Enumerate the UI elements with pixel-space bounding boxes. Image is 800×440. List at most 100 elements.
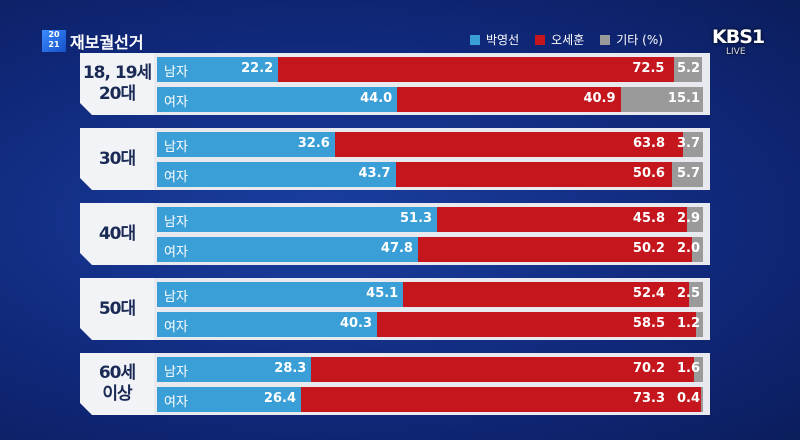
data-label: 2.9: [676, 211, 700, 226]
age-group-label-line: 40대: [98, 223, 136, 244]
bar-row: 26.4 73.3 0.4 여자: [157, 387, 703, 412]
bar-segment-기타 (%): [696, 312, 703, 337]
gender-label: 여자: [164, 95, 188, 110]
data-label: 15.1: [667, 91, 700, 106]
bar-segment-오세훈: 73.3: [301, 387, 701, 412]
bar-segment-박영선: 45.1: [157, 282, 404, 307]
data-label: 3.7: [676, 136, 700, 151]
bar-segment-오세훈: 58.5: [377, 312, 697, 337]
data-label: 40.3: [339, 316, 373, 331]
bar-segment-오세훈: 50.2: [417, 237, 693, 262]
age-group-label: 18, 19세 20대: [80, 53, 154, 115]
data-label: 70.2: [632, 361, 666, 376]
gender-label: 여자: [164, 245, 188, 260]
age-group: 18, 19세 20대 22.2 72.5 5.2 남자 44.0 40.9 15.1 여자: [80, 53, 710, 115]
bar-row: 43.7 50.6 5.7 여자: [157, 162, 703, 187]
bar-segment-오세훈: 70.2: [311, 357, 695, 382]
page-title: 재보궐선거: [70, 33, 144, 52]
data-label: 1.6: [676, 361, 700, 376]
bar-row: 28.3 70.2 1.6 남자: [157, 357, 703, 382]
legend-swatch: [470, 35, 480, 45]
age-group-label-line: 20대: [98, 84, 136, 104]
data-label: 47.8: [380, 241, 413, 256]
legend-swatch: [535, 35, 546, 45]
bar-row: 51.3 45.8 2.9 남자: [157, 207, 703, 232]
gender-label: 여자: [164, 395, 188, 410]
age-group: 60세 이상 28.3 70.2 1.6 남자 26.4 73.3 0.4 여자: [80, 353, 710, 415]
data-label: 40.9: [583, 91, 616, 106]
gender-label: 여자: [164, 320, 188, 335]
bar-segment-오세훈: 50.6: [395, 162, 672, 187]
bar-segment-기타 (%): [700, 387, 703, 412]
gender-label: 남자: [164, 290, 188, 305]
data-label: 43.7: [358, 166, 391, 181]
data-label: 63.8: [632, 136, 666, 151]
age-group-label: 50대: [80, 278, 154, 340]
age-group: 40대 51.3 45.8 2.9 남자 47.8 50.2 2.0 여자: [80, 203, 710, 265]
age-group: 30대 32.6 63.8 3.7 남자 43.7 50.6 5.7 여자: [80, 128, 710, 190]
age-group: 50대 45.1 52.4 2.5 남자 40.3 58.5 1.2 여자: [80, 278, 710, 340]
data-label: 58.5: [632, 316, 665, 331]
age-group-label: 40대: [80, 203, 154, 265]
data-label: 32.6: [297, 136, 330, 151]
data-label: 45.1: [366, 286, 399, 301]
data-label: 26.4: [263, 391, 296, 406]
gender-label: 남자: [164, 365, 188, 380]
age-group-label-line: 50대: [98, 298, 136, 319]
bar-segment-박영선: 32.6: [157, 132, 335, 157]
data-label: 50.2: [632, 241, 665, 256]
bar-segment-기타 (%): [689, 282, 703, 307]
legend: 박영선 오세훈 기타 (%): [470, 31, 663, 48]
data-label: 5.7: [676, 166, 700, 181]
legend-swatch: [600, 35, 611, 45]
bar-segment-박영선: 47.8: [157, 237, 418, 262]
bar-row: 40.3 58.5 1.2 여자: [157, 312, 703, 337]
bar-segment-오세훈: 45.8: [437, 207, 688, 232]
bar-segment-박영선: 22.2: [157, 57, 279, 82]
broadcaster-name: KBS1: [712, 26, 765, 48]
age-group-label-line: 18, 19세: [82, 63, 152, 83]
bar-segment-박영선: 26.4: [157, 387, 301, 412]
bar-row: 45.1 52.4 2.5 남자: [157, 282, 703, 307]
gender-label: 남자: [164, 215, 188, 230]
data-label: 1.2: [676, 316, 700, 331]
election-2021-logo: 20 21: [42, 30, 66, 52]
bar-segment-박영선: 51.3: [157, 207, 438, 232]
age-group-label: 60세 이상: [80, 353, 154, 415]
bar-row: 22.2 72.5 5.2 남자: [157, 57, 703, 82]
bar-row: 47.8 50.2 2.0 여자: [157, 237, 703, 262]
bar-row: 32.6 63.8 3.7 남자: [157, 132, 703, 157]
broadcaster-logo: KBS1 LIVE: [712, 26, 772, 57]
data-label: 51.3: [400, 211, 433, 226]
legend-label: 오세훈: [551, 33, 585, 47]
bar-segment-박영선: 44.0: [157, 87, 398, 112]
age-group-label-line: 60세: [98, 363, 136, 383]
age-group-label-line: 이상: [102, 384, 132, 404]
bar-segment-오세훈: 72.5: [278, 57, 675, 82]
bar-segment-오세훈: 52.4: [403, 282, 690, 307]
bar-segment-박영선: 28.3: [157, 357, 312, 382]
bar-segment-오세훈: 40.9: [397, 87, 621, 112]
gender-label: 남자: [164, 140, 188, 155]
bar-segment-기타 (%): [682, 132, 703, 157]
data-label: 44.0: [360, 91, 393, 106]
bar-segment-기타 (%): [620, 87, 703, 112]
age-group-label-line: 30대: [98, 148, 136, 169]
legend-entry: 오세훈: [535, 31, 584, 48]
data-label: 5.2: [676, 61, 700, 76]
gender-label: 남자: [164, 65, 188, 80]
bar-segment-박영선: 43.7: [157, 162, 396, 187]
bar-segment-기타 (%): [694, 357, 703, 382]
data-label: 2.0: [676, 241, 700, 256]
bar-segment-오세훈: 63.8: [334, 132, 683, 157]
bar-segment-박영선: 40.3: [157, 312, 378, 337]
age-group-label: 30대: [80, 128, 154, 190]
gender-label: 여자: [164, 170, 188, 185]
legend-label: 박영선: [486, 33, 520, 47]
data-label: 52.4: [632, 286, 665, 301]
legend-entry: 박영선: [470, 31, 519, 48]
data-label: 45.8: [632, 211, 665, 226]
live-label: LIVE: [726, 47, 746, 57]
data-label: 73.3: [632, 391, 666, 406]
data-label: 22.2: [241, 61, 274, 76]
